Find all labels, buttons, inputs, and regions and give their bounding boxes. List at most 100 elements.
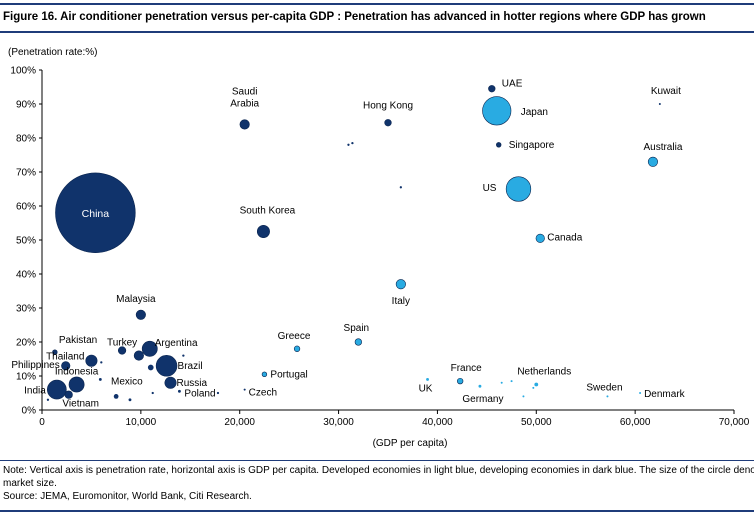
label-italy: Italy <box>392 296 410 307</box>
bubble-japan <box>482 96 512 126</box>
label-south-korea: South Korea <box>240 206 296 217</box>
bubble-china <box>55 172 136 253</box>
label-pakistan: Pakistan <box>59 335 97 346</box>
bubble-hong-kong <box>384 119 392 127</box>
bubble-brazil <box>155 355 178 377</box>
label-france: France <box>451 363 483 374</box>
bubble-chart: (Penetration rate:%) 0% 10% 20% 30% 40% 50% 60… <box>8 47 750 449</box>
axes: 0% 10% 20% 30% 40% 50% 60% 70% 80% 90% 100% 0 10,000… <box>10 66 749 429</box>
note-line-1: Note: Vertical axis is penetration rate,… <box>3 465 754 476</box>
y-tick-label: 50% <box>16 236 36 247</box>
bubble-unlabeled <box>113 394 119 399</box>
bubble-canada <box>535 233 545 243</box>
y-tick-label: 40% <box>16 270 36 281</box>
label-indonesia: Indonesia <box>55 367 99 378</box>
bubble-malaysia <box>135 309 146 320</box>
label-russia: Russia <box>177 378 208 389</box>
bubble-unlabeled <box>399 186 402 189</box>
bubble-uae <box>488 85 496 93</box>
label-turkey: Turkey <box>107 338 137 349</box>
bubble-indonesia <box>68 376 85 393</box>
figure-title: Figure 16. Air conditioner penetration v… <box>3 11 706 23</box>
y-tick-label: 60% <box>16 202 36 213</box>
bubble-kuwait <box>658 103 661 105</box>
y-tick-label: 80% <box>16 134 36 145</box>
label-hong-kong: Hong Kong <box>363 101 413 112</box>
label-kuwait: Kuwait <box>651 86 681 97</box>
bubble-us <box>505 176 532 202</box>
bubble-unlabeled <box>147 364 154 371</box>
bubble-pakistan <box>52 349 58 355</box>
x-tick-label: 0 <box>39 417 45 428</box>
bubble-vietnam <box>64 390 73 399</box>
label-spain: Spain <box>344 323 370 334</box>
label-brazil: Brazil <box>178 361 203 372</box>
source-line: Source: JEMA, Euromonitor, World Bank, C… <box>3 491 252 502</box>
notes-rule <box>0 460 754 461</box>
bubble-denmark <box>639 392 642 394</box>
label-saudi-arabia: Saudi Arabia <box>230 86 259 109</box>
y-axis-title: (Penetration rate:%) <box>8 47 98 58</box>
bubble-unlabeled <box>522 395 525 398</box>
y-tick-label: 90% <box>16 100 36 111</box>
bubble-poland <box>177 389 181 393</box>
label-uk: UK <box>419 383 433 394</box>
bubble-australia <box>647 156 658 167</box>
y-tick-label: 10% <box>16 372 36 383</box>
bubble-unlabeled <box>216 391 220 395</box>
y-tick-label: 100% <box>10 66 36 77</box>
bubble-sweden <box>606 395 609 398</box>
bubble-netherlands <box>534 382 539 387</box>
label-malaysia: Malaysia <box>116 294 156 305</box>
label-japan: Japan <box>521 107 548 118</box>
label-australia: Australia <box>643 142 682 153</box>
label-china: China <box>82 208 110 220</box>
y-tick-label: 0% <box>22 406 37 417</box>
bubble-uk <box>426 377 429 381</box>
bubble-singapore <box>496 142 502 148</box>
label-netherlands: Netherlands <box>517 367 571 378</box>
label-germany: Germany <box>462 394 503 405</box>
label-philippines: Philippines <box>11 360 59 371</box>
label-portugal: Portugal <box>270 369 307 380</box>
top-rule <box>0 3 754 5</box>
bubble-india <box>47 379 67 400</box>
label-czech: Czech <box>249 388 277 399</box>
bubble-unlabeled <box>98 377 102 381</box>
title-rule <box>0 31 754 33</box>
bubble-mexico <box>133 350 144 361</box>
label-canada: Canada <box>547 232 582 243</box>
bubble-portugal <box>261 371 268 377</box>
label-us: US <box>483 183 497 194</box>
label-vietnam: Vietnam <box>62 399 99 410</box>
x-tick-label: 40,000 <box>422 417 453 428</box>
x-tick-label: 10,000 <box>126 417 157 428</box>
label-india: India <box>24 386 46 397</box>
bubble-unlabeled <box>351 141 354 145</box>
label-line: Saudi <box>232 86 258 97</box>
label-greece: Greece <box>278 331 311 342</box>
y-tick-label: 20% <box>16 338 36 349</box>
label-thailand: Thailand <box>46 352 84 363</box>
note-line-2: market size. <box>3 478 57 489</box>
bubble-france <box>457 377 464 385</box>
bubble-russia <box>164 376 177 389</box>
label-poland: Poland <box>184 388 215 399</box>
bubble-argentina <box>141 340 158 357</box>
y-tick-label: 70% <box>16 168 36 179</box>
label-mexico: Mexico <box>111 377 143 388</box>
x-tick-label: 70,000 <box>719 417 750 428</box>
bubble-czech <box>243 388 246 391</box>
bubble-unlabeled <box>151 391 154 395</box>
bubble-unlabeled <box>347 143 350 146</box>
label-singapore: Singapore <box>509 140 555 151</box>
bubble-thailand <box>85 354 98 367</box>
bottom-rule <box>0 510 754 512</box>
label-sweden: Sweden <box>586 382 622 393</box>
bubble-unlabeled <box>128 398 132 402</box>
bubble-south-korea <box>256 225 270 238</box>
bubble-philippines <box>61 361 71 371</box>
x-tick-label: 20,000 <box>224 417 255 428</box>
bubble-unlabeled <box>532 386 535 389</box>
bubble-unlabeled <box>100 361 103 364</box>
